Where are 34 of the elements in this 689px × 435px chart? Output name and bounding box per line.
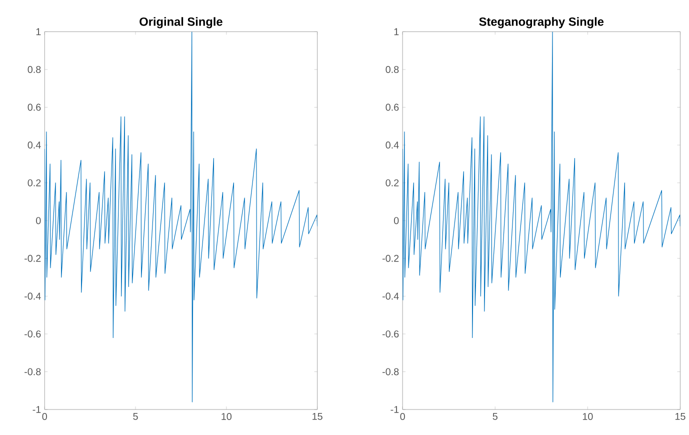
x-tick-label: 0 xyxy=(42,412,47,420)
y-tick-label: -0.2 xyxy=(24,254,41,262)
y-tick-label: -1 xyxy=(390,406,399,413)
chart-title: Steganography Single xyxy=(479,17,604,28)
x-tick-label: 10 xyxy=(222,412,232,420)
y-tick-label: -0.4 xyxy=(24,292,41,300)
y-tick-label: -0.8 xyxy=(382,368,399,376)
y-tick-label: 0.2 xyxy=(28,179,41,186)
x-tick-label: 5 xyxy=(133,412,138,420)
chart-title: Original Single xyxy=(140,17,222,28)
x-tick-label: 0 xyxy=(400,412,405,420)
y-tick-label: 0.6 xyxy=(28,104,41,111)
y-tick-label: 0.6 xyxy=(386,104,399,111)
y-tick-label: 0 xyxy=(36,216,41,224)
y-tick-label: 1 xyxy=(394,28,399,35)
y-tick-label: -1 xyxy=(32,406,41,413)
y-tick-label: -0.6 xyxy=(382,330,399,338)
y-tick-label: -0.4 xyxy=(382,292,399,300)
y-tick-label: 0.8 xyxy=(386,66,399,73)
x-tick-label: 15 xyxy=(312,412,322,420)
x-tick-label: 10 xyxy=(582,412,593,420)
y-tick-label: 0.8 xyxy=(28,66,41,73)
y-tick-label: 0.4 xyxy=(28,141,41,148)
x-tick-label: 15 xyxy=(675,412,686,420)
line-series xyxy=(44,32,318,402)
y-tick-label: 1 xyxy=(36,28,41,35)
x-tick-label: 5 xyxy=(492,412,498,420)
y-tick-label: 0 xyxy=(394,216,399,224)
y-tick-label: 0.2 xyxy=(386,179,399,186)
y-tick-label: -0.2 xyxy=(382,254,399,262)
y-tick-label: -0.8 xyxy=(24,368,41,376)
y-tick-label: 0.4 xyxy=(386,141,399,148)
line-series xyxy=(402,32,680,402)
y-tick-label: -0.6 xyxy=(24,330,41,338)
